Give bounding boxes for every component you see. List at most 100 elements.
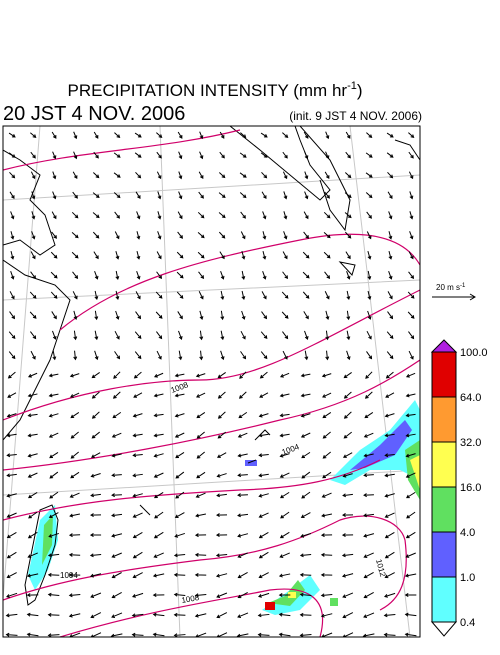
wind-arrow	[364, 411, 374, 419]
wind-arrow	[408, 251, 414, 260]
wind-arrow	[199, 330, 204, 341]
wind-arrow	[153, 531, 164, 539]
wind-arrow	[111, 453, 122, 458]
wind-arrow	[177, 311, 183, 320]
wind-arrow	[261, 191, 267, 200]
wind-arrow	[302, 291, 310, 299]
wind-arrow	[198, 291, 204, 300]
wind-arrow	[363, 453, 374, 458]
wind-arrow	[90, 493, 101, 498]
wind-arrow	[30, 171, 36, 180]
wind-arrow	[132, 551, 143, 559]
init-time: (init. 9 JST 4 NOV. 2006)	[289, 109, 422, 123]
wind-arrow	[70, 451, 79, 459]
wind-arrow	[132, 433, 143, 438]
wind-arrow	[240, 231, 246, 240]
wind-arrow	[132, 532, 143, 539]
isobar-label: 1004	[60, 571, 78, 580]
wind-arrow	[153, 472, 164, 478]
wind-arrow	[300, 373, 311, 378]
colorbar-bin	[431, 351, 457, 398]
wind-arrow	[47, 572, 60, 577]
wind-arrow	[112, 391, 121, 399]
wind-arrow	[237, 592, 248, 599]
wind-arrow	[91, 411, 100, 419]
wind-arrow	[52, 151, 57, 160]
wind-arrow	[386, 152, 394, 158]
wind-arrow	[300, 432, 311, 438]
wind-arrow	[73, 151, 78, 160]
wind-arrow	[195, 373, 206, 378]
wind-arrow	[219, 131, 225, 139]
wind-arrow	[196, 431, 205, 439]
wind-arrow	[280, 511, 290, 519]
wind-arrow	[383, 613, 396, 618]
wind-arrow	[304, 151, 309, 160]
colorbar-label: 0.4	[460, 617, 475, 629]
wind-arrow	[132, 592, 144, 598]
graticule	[3, 126, 420, 637]
wind-arrow	[132, 512, 143, 518]
wind-arrow	[258, 592, 270, 598]
valid-time: 20 JST 4 NOV. 2006	[3, 103, 185, 125]
wind-arrow	[51, 131, 57, 139]
wind-arrow	[6, 551, 17, 559]
wind-arrow	[220, 290, 225, 301]
isobar-label: 1008	[181, 593, 201, 605]
wind-arrow	[384, 433, 395, 438]
wind-arrow	[219, 151, 225, 159]
wind-arrow	[173, 553, 186, 558]
wind-arrow	[90, 452, 101, 458]
wind-arrow	[408, 171, 414, 180]
wind-arrow	[93, 251, 99, 260]
wind-arrow	[47, 612, 60, 617]
wind-arrow	[111, 513, 123, 518]
wind-arrow	[325, 330, 330, 341]
colorbar-bin	[431, 576, 457, 623]
colorbar-bin	[431, 486, 457, 533]
wind-arrow	[408, 350, 414, 360]
wind-arrow	[237, 572, 248, 579]
wind-arrow	[341, 533, 354, 538]
colorbar: 100.0 64.0 32.0 16.0 4.0 1.0 0.4	[430, 339, 488, 637]
wind-arrow	[343, 391, 352, 399]
wind-arrow	[343, 372, 352, 379]
wind-arrow	[219, 251, 225, 260]
wind-arrow	[72, 191, 78, 199]
wind-arrow	[199, 151, 204, 160]
wind-arrow	[52, 350, 57, 361]
wind-arrow	[384, 572, 395, 579]
wind-arrow	[278, 632, 291, 637]
wind-arrow	[258, 433, 269, 438]
wind-arrow	[220, 310, 225, 321]
wind-arrow	[282, 171, 288, 180]
wind-arrow	[9, 311, 16, 320]
wind-arrow	[406, 491, 416, 499]
wind-arrow	[384, 512, 395, 518]
wind-arrow	[26, 632, 39, 637]
wind-arrow	[258, 512, 269, 518]
wind-arrow	[94, 290, 99, 301]
wind-arrow	[304, 191, 309, 200]
wind-arrow	[31, 191, 36, 200]
wind-arrow	[342, 473, 353, 478]
wind-arrow	[363, 473, 374, 478]
wind-arrow	[344, 231, 352, 239]
wind-arrow	[157, 191, 162, 200]
wind-arrow	[218, 172, 226, 179]
wind-arrow	[175, 451, 185, 459]
wind-arrow	[322, 451, 332, 459]
wind-arrow	[279, 433, 290, 438]
wind-arrow	[111, 572, 122, 579]
wind-arrow	[341, 553, 354, 558]
wind-arrow	[30, 151, 36, 159]
wind-scale-label: 20 m s-1	[436, 283, 466, 292]
isobars	[3, 129, 420, 637]
wind-arrow	[5, 613, 18, 618]
wind-arrow	[8, 351, 16, 360]
colorbar-label: 4.0	[460, 527, 475, 539]
wind-arrow	[199, 131, 204, 140]
wind-arrow	[384, 551, 395, 559]
wind-arrow	[135, 311, 142, 320]
wind-arrow	[47, 553, 60, 558]
